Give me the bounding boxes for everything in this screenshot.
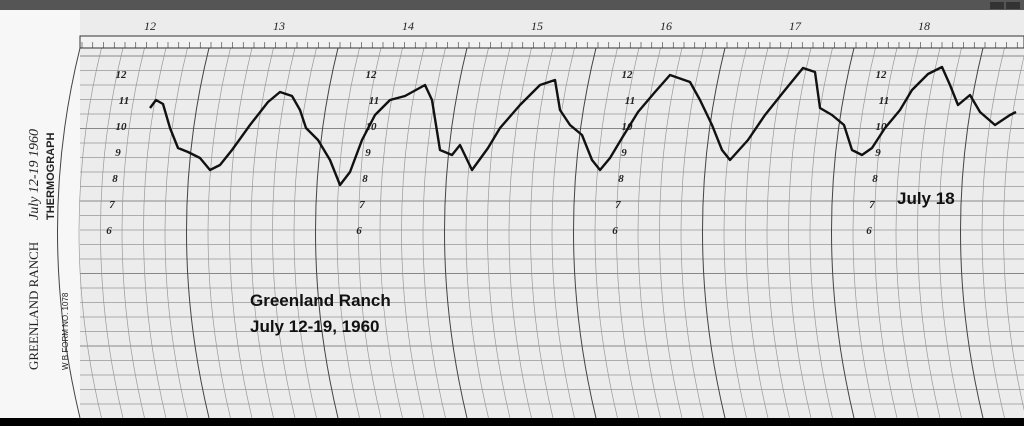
hour-mark: 6 [106,225,112,237]
hour-mark: 6 [866,225,872,237]
time-arc [465,47,489,419]
hour-mark: 6 [356,225,362,237]
time-arc [293,47,317,419]
time-arc [487,47,511,419]
hour-mark: 9 [115,147,121,159]
time-arc [573,47,597,419]
hour-mark: 11 [625,95,635,107]
hour-mark: 10 [366,121,378,133]
time-arc [272,47,296,419]
hour-mark: 10 [116,121,128,133]
time-arc [508,47,532,419]
time-arc [960,47,984,419]
hour-mark: 12 [876,69,888,81]
time-arc [444,47,468,419]
time-arc [422,47,446,419]
time-arc [831,47,855,419]
time-arc [57,47,81,419]
annotation-dates: July 12-19, 1960 [250,317,379,336]
hour-mark: 7 [615,199,621,211]
time-arc [358,47,382,419]
day-label: 18 [918,19,930,33]
hour-mark: 11 [369,95,379,107]
time-arc [250,47,274,419]
time-arc [917,47,941,419]
hour-mark: 7 [109,199,115,211]
hour-mark: 7 [359,199,365,211]
hour-mark: 12 [366,69,378,81]
chart-grid [57,47,1024,419]
hour-mark: 8 [872,173,878,185]
time-arc [379,47,403,419]
hour-mark: 11 [119,95,129,107]
time-arc [530,47,554,419]
time-arc [852,47,876,419]
time-arc [594,47,618,419]
day-label: 15 [531,19,543,33]
time-arc [143,47,167,419]
time-arc [336,47,360,419]
time-arc [401,47,425,419]
time-arc [315,47,339,419]
time-arc [616,47,640,419]
hour-mark: 12 [116,69,128,81]
time-arc [938,47,962,419]
hour-mark: 11 [879,95,889,107]
time-arc [78,47,102,419]
time-arc [100,47,124,419]
time-arc [121,47,145,419]
time-arc [723,47,747,419]
time-arc [659,47,683,419]
time-arc [186,47,210,419]
time-scale-bar [79,35,1024,49]
day-label: 13 [273,19,285,33]
hour-mark: 8 [618,173,624,185]
time-arc [207,47,231,419]
hour-mark: 9 [875,147,881,159]
hour-mark: 9 [621,147,627,159]
time-arc [788,47,812,419]
time-arc [229,47,253,419]
time-arc [702,47,726,419]
day-label: 12 [144,19,156,33]
handwritten-date: July 12-19 1960 [27,129,42,220]
time-arc [551,47,575,419]
annotation-marker: July 18 [897,189,955,208]
window-button[interactable] [1006,2,1020,9]
day-label: 16 [660,19,672,33]
time-arc [164,47,188,419]
hour-mark: 10 [876,121,888,133]
time-arc [745,47,769,419]
time-arc [874,47,898,419]
hour-mark: 8 [112,173,118,185]
hour-mark: 6 [612,225,618,237]
temperature-trace [149,65,1017,187]
annotation-title: Greenland Ranch [250,291,391,310]
station-name: GREENLAND RANCH [26,242,41,370]
form-number: W B FORM NO. 1078 [61,292,70,370]
time-arc [680,47,704,419]
hour-mark: 8 [362,173,368,185]
hour-marks: 12 11 10 9 8 7 6 12 11 10 9 8 7 6 12 11 10 9 8 7 6 12 11 10 9 8 7 6 [106,69,889,237]
bottom-bar [0,418,1024,426]
hour-mark: 7 [869,199,875,211]
day-label: 17 [789,19,802,33]
day-label: 14 [402,19,414,33]
time-arc [981,47,1005,419]
top-bar [0,0,1024,10]
hour-mark: 12 [622,69,634,81]
time-scale-ticks [81,42,1018,48]
day-labels: 12 13 14 15 16 17 18 [144,19,930,33]
time-arc [1003,54,1024,411]
hour-mark: 9 [365,147,371,159]
time-arc [809,47,833,419]
hour-mark: 10 [622,121,634,133]
window-button[interactable] [990,2,1004,9]
instrument-name: THERMOGRAPH [45,133,57,220]
